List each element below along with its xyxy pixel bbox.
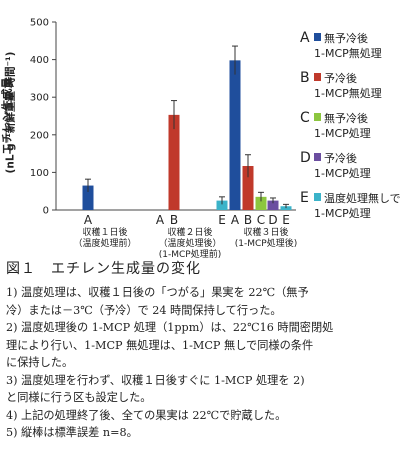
day-label-line: 収穫２日後 [167, 228, 213, 238]
caption-note: 5) 縦棒は標準誤差 n=8。 [6, 426, 138, 439]
legend-label: 1-MCP処理 [314, 167, 371, 180]
legend-label: 1-MCP無処理 [314, 47, 382, 60]
legend-key: E [300, 190, 309, 206]
y-axis-title-line2: (nL g⁻¹新鮮重量 時間⁻¹) [4, 51, 17, 174]
legend-label: 温度処理無しで [324, 192, 401, 205]
legend-label: 1-MCP無処理 [314, 87, 382, 100]
legend-label: 予冷後 [324, 152, 357, 165]
legend-swatch [314, 193, 321, 201]
day-label-line: (1-MCP処理前) [158, 250, 222, 260]
caption-note: 4) 上記の処理終了後、全ての果実は 22℃で貯蔵した。 [6, 408, 287, 422]
legend-item-a: A 無予冷後 1-MCP無処理 [300, 30, 409, 66]
legend-item-c: C 無予冷後 1-MCP処理 [300, 110, 409, 146]
caption-title: 図１ エチレン生成量の変化 [6, 261, 201, 277]
bar-e [216, 200, 228, 210]
y-tick-label: 100 [30, 168, 49, 179]
bar-a [229, 60, 241, 210]
legend-key: C [300, 110, 310, 126]
caption-note: 冷）または－3℃（予冷）で 24 時間保持して行った。 [6, 303, 282, 317]
day-label-1: 収穫１日後 （温度処理前） [70, 228, 140, 250]
y-tick-label: 0 [43, 206, 49, 217]
legend-swatch [314, 153, 321, 161]
bar-d [267, 200, 279, 210]
y-tick-label: 300 [30, 93, 49, 104]
x-category-label: A [156, 213, 165, 227]
legend-label: 無予冷後 [324, 32, 368, 45]
day-label-3: 収穫３日後 (1-MCP処理後) [228, 228, 304, 250]
x-category-label: C [257, 213, 265, 227]
bar-b [242, 166, 254, 210]
day-label-line: （温度処理後） [158, 239, 222, 249]
x-category-label: B [244, 213, 252, 227]
legend-swatch [314, 33, 321, 41]
legend-label: 1-MCP処理 [314, 127, 371, 140]
x-category-label: E [218, 213, 226, 227]
legend-item-d: D 予冷後 1-MCP処理 [300, 150, 409, 186]
caption-note: 1) 温度処理は、収穫１日後の「つがる」果実を 22℃（無予 [6, 286, 309, 299]
y-tick-label: 500 [30, 18, 49, 29]
caption-note: に保持した。 [6, 356, 74, 369]
y-tick-label: 400 [30, 55, 49, 66]
x-category-label: A [231, 213, 240, 227]
legend-label: 予冷後 [324, 72, 357, 85]
day-label-line: 収穫１日後 [82, 228, 128, 238]
legend-label: 1-MCP処理 [314, 207, 371, 220]
x-category-label: D [268, 213, 277, 227]
caption-note: 3) 温度処理を行わず、収穫１日後すぐに 1-MCP 処理を 2) [6, 373, 305, 387]
y-axis-title: エチレン生成量 (nL g⁻¹新鮮重量 時間⁻¹) [1, 40, 42, 200]
day-label-line: 収穫３日後 [243, 228, 289, 238]
legend-item-b: B 予冷後 1-MCP無処理 [300, 70, 409, 106]
legend-label: 無予冷後 [324, 112, 368, 125]
legend-swatch [314, 113, 321, 121]
legend-key: D [300, 150, 311, 166]
figure-caption: 図１ エチレン生成量の変化 1) 温度処理は、収穫１日後の「つがる」果実を 22… [6, 258, 406, 442]
day-label-line: （温度処理前） [73, 239, 137, 249]
caption-note: と同様に行う区も設定した。 [6, 391, 152, 404]
y-tick-label: 200 [30, 130, 49, 141]
caption-note: 2) 温度処理後の 1-MCP 処理（1ppm）は、22℃16 時間密閉処 [6, 321, 334, 334]
x-category-label: A [84, 213, 93, 227]
legend-swatch [314, 73, 321, 81]
legend-key: A [300, 30, 310, 46]
x-category-label: B [170, 213, 178, 227]
bar-a [82, 185, 94, 210]
day-label-line: (1-MCP処理後) [234, 239, 298, 249]
legend-item-e: E 温度処理無しで 1-MCP処理 [300, 190, 409, 226]
bar-b [168, 114, 180, 210]
caption-note: 理により行い、1-MCP 無処理は、1-MCP 無しで同様の条件 [6, 338, 314, 352]
legend-key: B [300, 70, 310, 86]
bar-c [255, 196, 267, 210]
x-category-label: E [282, 213, 290, 227]
day-label-2: 収穫２日後 （温度処理後） (1-MCP処理前) [150, 228, 230, 261]
